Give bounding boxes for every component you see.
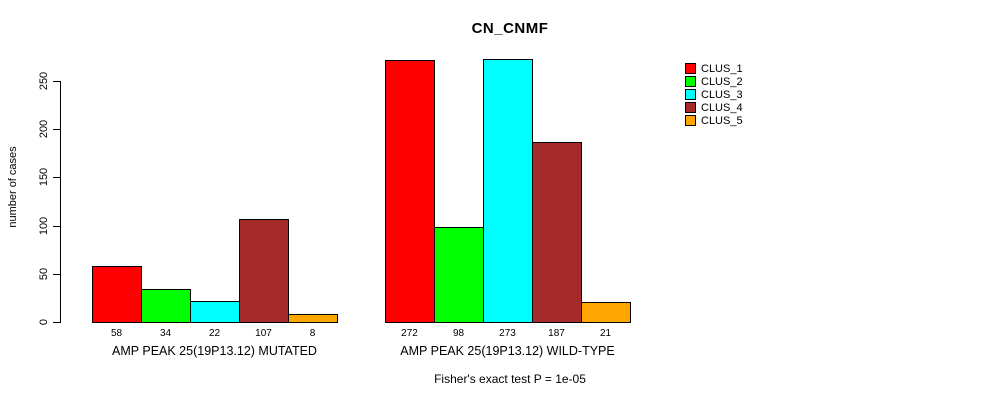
bar-clus_4-group1: [239, 218, 289, 323]
chart-title: CN_CNMF: [471, 20, 549, 37]
legend-swatch-icon: [685, 115, 696, 126]
bar-clus_2-group1: [141, 289, 191, 323]
y-tick-mark: [53, 129, 60, 130]
bar-value-label: 187: [548, 328, 565, 339]
legend-swatch-icon: [685, 76, 696, 87]
group-label-wild-type: AMP PEAK 25(19P13.12) WILD-TYPE: [400, 344, 615, 358]
bar-value-label: 107: [255, 328, 272, 339]
legend-item-clus_4: CLUS_4: [685, 101, 743, 114]
bar-clus_3-group1: [190, 300, 240, 323]
legend-label: CLUS_5: [701, 114, 743, 127]
bar-clus_4-group2: [532, 141, 582, 323]
y-tick-mark: [53, 225, 60, 227]
y-tick-mark: [53, 177, 60, 179]
bar-clus_3-group2: [483, 58, 533, 323]
legend-swatch-icon: [685, 63, 696, 74]
legend-swatch-icon: [685, 89, 696, 100]
y-axis-line: [60, 80, 61, 323]
legend-label: CLUS_2: [701, 75, 743, 88]
legend-label: CLUS_1: [701, 62, 743, 75]
legend-label: CLUS_3: [701, 88, 743, 101]
bar-value-label: 272: [401, 328, 418, 339]
fisher-test-footnote: Fisher's exact test P = 1e-05: [434, 372, 586, 386]
bar-clus_1-group2: [385, 59, 435, 323]
legend-swatch-icon: [685, 102, 696, 113]
y-tick-label: 0: [38, 318, 50, 326]
bar-value-label: 22: [208, 328, 221, 339]
legend-item-clus_1: CLUS_1: [685, 62, 743, 75]
bar-value-label: 98: [452, 328, 465, 339]
legend-item-clus_3: CLUS_3: [685, 88, 743, 101]
bar-value-label: 8: [309, 328, 316, 339]
bar-value-label: 21: [599, 328, 612, 339]
bar-clus_5-group1: [288, 314, 338, 323]
bar-value-label: 58: [110, 328, 123, 339]
group-label-mutated: AMP PEAK 25(19P13.12) MUTATED: [112, 344, 317, 358]
y-tick-mark: [53, 273, 60, 275]
bar-clus_1-group1: [92, 266, 142, 323]
y-tick-mark: [53, 322, 60, 323]
legend-item-clus_2: CLUS_2: [685, 75, 743, 88]
y-tick-label: 150: [38, 168, 50, 187]
bar-value-label: 34: [159, 328, 172, 339]
bar-clus_5-group2: [581, 301, 631, 323]
y-tick-label: 100: [38, 216, 50, 235]
y-tick-mark: [53, 80, 60, 82]
y-tick-label: 250: [38, 71, 50, 90]
legend-item-clus_5: CLUS_5: [685, 114, 743, 127]
y-tick-label: 200: [38, 119, 50, 139]
bar-clus_2-group2: [434, 227, 484, 323]
y-tick-label: 50: [38, 267, 50, 280]
y-axis-label: number of cases: [7, 146, 19, 228]
legend: CLUS_1 CLUS_2 CLUS_3 CLUS_4 CLUS_5: [685, 62, 743, 127]
bar-value-label: 273: [499, 328, 516, 339]
legend-label: CLUS_4: [701, 101, 743, 114]
